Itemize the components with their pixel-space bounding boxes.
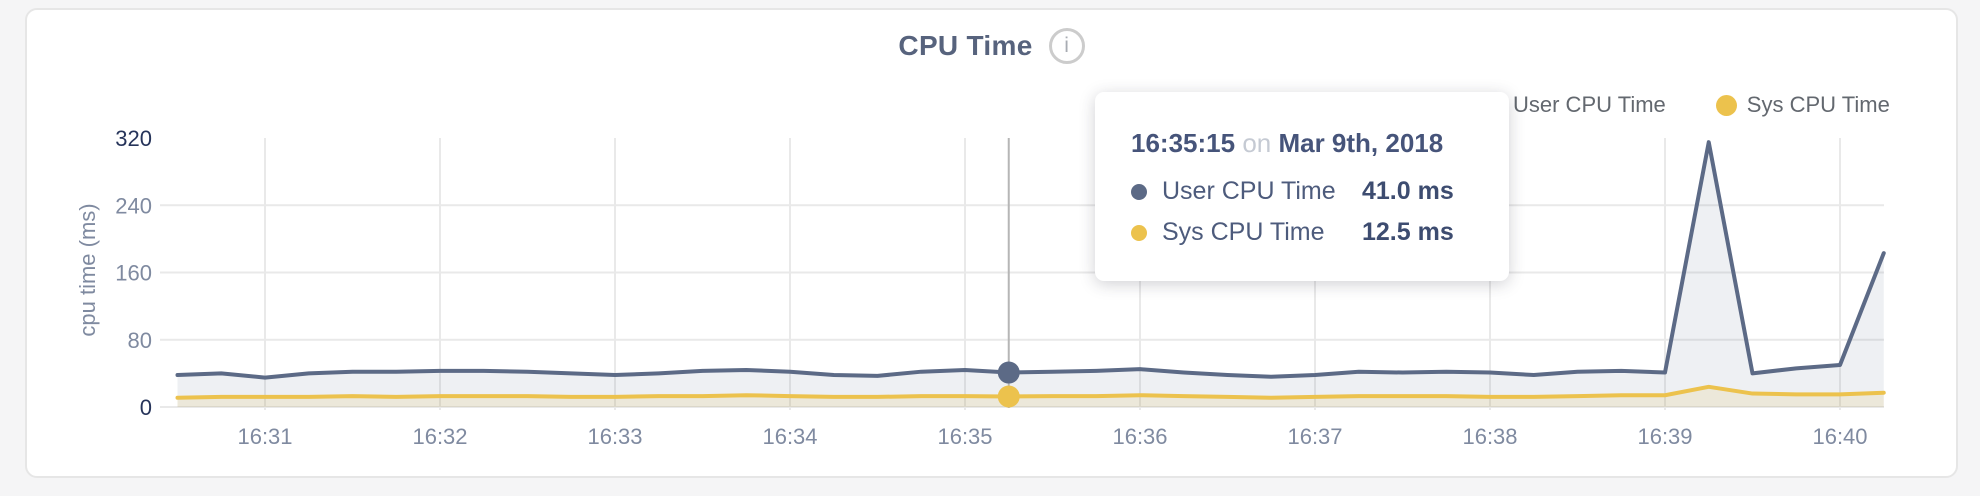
info-icon[interactable]: i [1048,28,1085,64]
tooltip-time: 16:35:15 [1131,128,1236,158]
tooltip-date: Mar 9th, 2018 [1278,128,1444,158]
y-axis-title: cpu time (ms) [75,203,100,337]
legend-item-sys-cpu-time[interactable]: Sys CPU Time [1715,92,1890,118]
tooltip-row-user: User CPU Time 41.0 ms [1131,177,1473,206]
tooltip-value-sys: 12.5 ms [1362,218,1454,246]
legend-item-user-cpu-time[interactable]: User CPU Time [1482,92,1666,118]
chart-title: CPU Time [898,30,1033,61]
chart-legend: User CPU Time Sys CPU Time [1482,92,1890,118]
chart-card [25,8,1958,478]
legend-label-user: User CPU Time [1513,92,1666,117]
tooltip-label-sys: Sys CPU Time [1162,218,1325,246]
tooltip-row-sys: Sys CPU Time 12.5 ms [1131,218,1473,247]
legend-dot-sys-icon [1715,94,1737,116]
chart-header: CPU Time i [25,28,1958,64]
tooltip-dot-sys-icon [1131,224,1147,241]
chart-tooltip: 16:35:15 on Mar 9th, 2018 User CPU Time … [1095,92,1509,281]
legend-label-sys: Sys CPU Time [1746,92,1890,117]
tooltip-dot-user-icon [1131,183,1147,200]
tooltip-connector: on [1242,128,1272,158]
tooltip-label-user: User CPU Time [1162,177,1336,205]
tooltip-value-user: 41.0 ms [1362,177,1454,205]
tooltip-header: 16:35:15 on Mar 9th, 2018 [1131,128,1473,159]
